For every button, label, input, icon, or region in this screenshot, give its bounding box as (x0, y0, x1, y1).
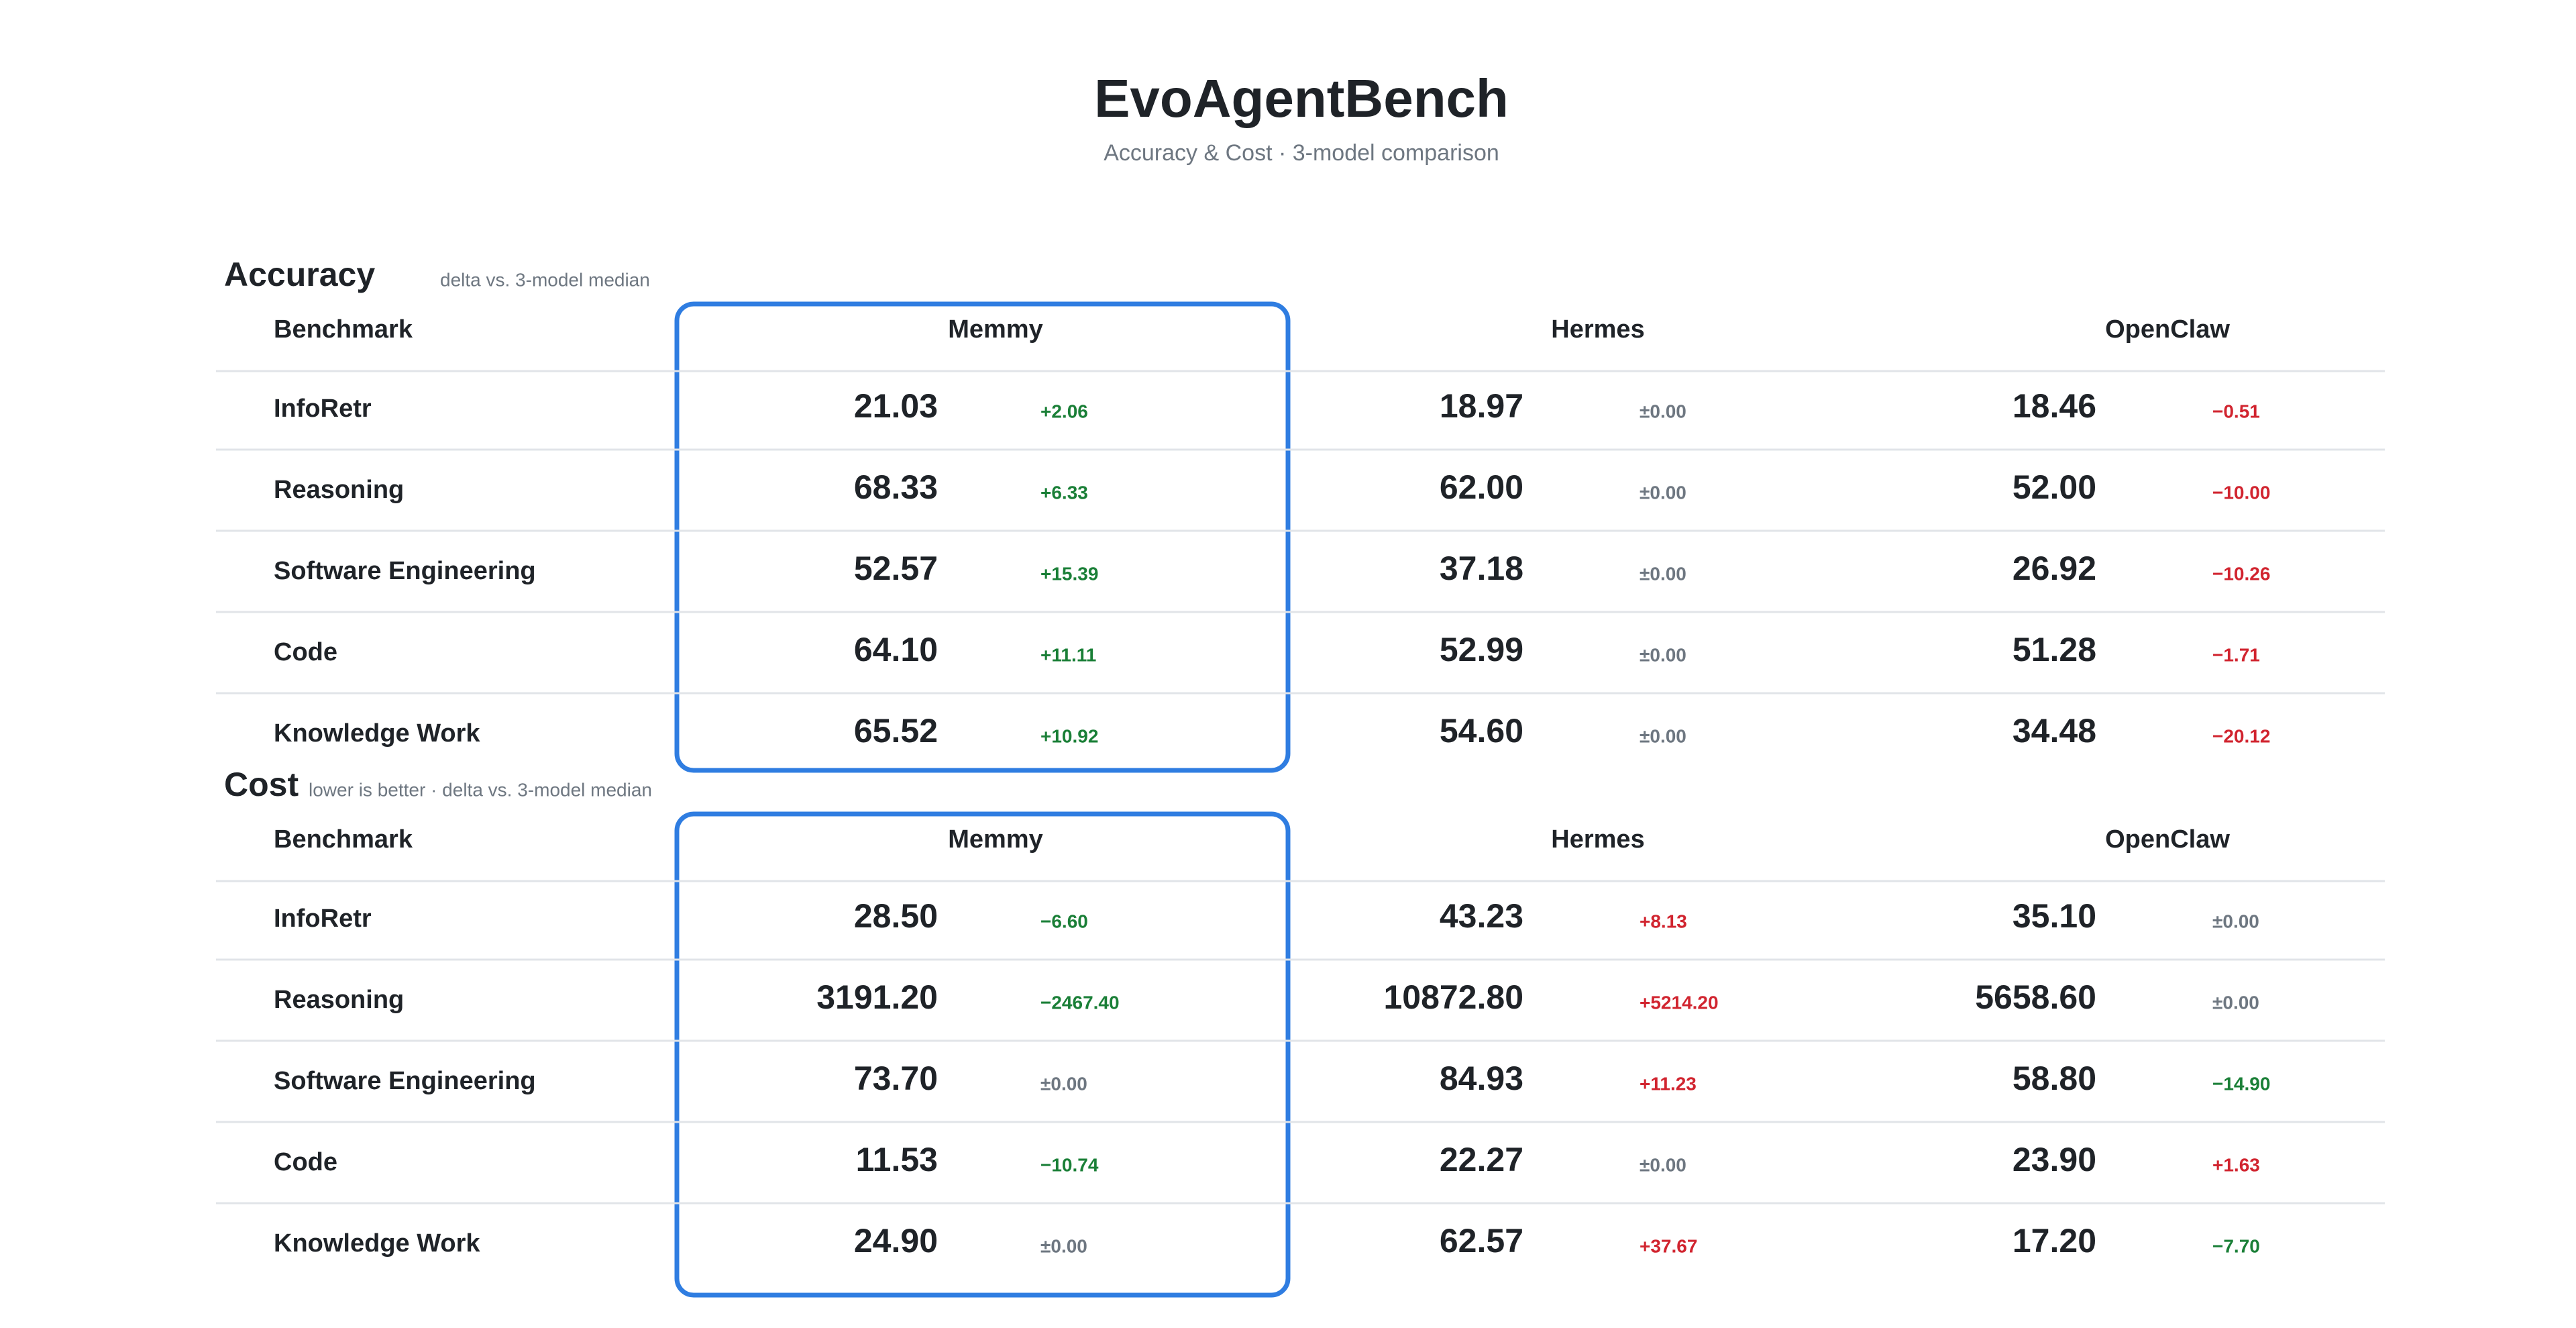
row-label: Reasoning (274, 476, 404, 504)
cell-value: 52.99 (1440, 631, 1523, 668)
cell-delta: +37.67 (1640, 1235, 1697, 1256)
column-header: Benchmark (274, 825, 413, 854)
section-note: delta vs. 3-model median (440, 269, 650, 290)
cell-value: 43.23 (1440, 897, 1523, 935)
cell-delta: −20.12 (2212, 725, 2270, 746)
cell-value: 37.18 (1440, 550, 1523, 587)
row-label: Knowledge Work (274, 719, 480, 748)
column-header: Hermes (1551, 315, 1644, 344)
cell-value: 17.20 (2012, 1222, 2096, 1260)
cell-value: 62.00 (1440, 468, 1523, 506)
cell-value: 64.10 (854, 631, 938, 668)
cell-delta: −10.00 (2212, 482, 2270, 503)
cell-delta: ±0.00 (2212, 992, 2259, 1013)
cell-delta: +15.39 (1040, 563, 1098, 584)
cell-delta: −14.90 (2212, 1073, 2270, 1094)
cell-delta: ±0.00 (1040, 1073, 1087, 1094)
cell-delta: +10.92 (1040, 725, 1098, 746)
cell-value: 5658.60 (1975, 978, 2096, 1016)
cell-value: 11.53 (856, 1141, 938, 1178)
row-label: Software Engineering (274, 1067, 536, 1095)
cell-value: 52.57 (854, 550, 938, 587)
section-note: lower is better · delta vs. 3-model medi… (309, 779, 652, 800)
cell-delta: −2467.40 (1040, 992, 1120, 1013)
row-label: Code (274, 1148, 337, 1176)
cell-delta: +1.63 (2212, 1154, 2260, 1175)
cell-delta: −0.51 (2212, 401, 2260, 421)
cell-delta: +6.33 (1040, 482, 1088, 503)
cell-value: 52.00 (2012, 468, 2096, 506)
column-header: Benchmark (274, 315, 413, 344)
column-header: Hermes (1551, 825, 1644, 854)
row-label: InfoRetr (274, 395, 372, 423)
cell-delta: +11.23 (1640, 1073, 1697, 1094)
highlight-box (674, 301, 1291, 773)
column-header: OpenClaw (2105, 825, 2230, 854)
cell-value: 35.10 (2012, 897, 2096, 935)
cell-value: 10872.80 (1383, 978, 1523, 1016)
page-title: EvoAgentBench (1094, 68, 1509, 128)
cell-delta: ±0.00 (2212, 911, 2259, 931)
column-header: OpenClaw (2105, 315, 2230, 344)
cell-delta: +2.06 (1040, 401, 1088, 421)
highlight-box (674, 811, 1291, 1298)
cell-value: 62.57 (1440, 1222, 1523, 1260)
section-title: Cost (224, 766, 299, 803)
cell-value: 73.70 (854, 1060, 938, 1097)
cell-value: 84.93 (1440, 1060, 1523, 1097)
cell-value: 18.46 (2012, 387, 2096, 425)
row-label: Software Engineering (274, 557, 536, 585)
cell-delta: ±0.00 (1640, 563, 1686, 584)
column-header: Memmy (948, 825, 1043, 854)
cell-value: 51.28 (2012, 631, 2096, 668)
row-label: Code (274, 638, 337, 666)
column-header: Memmy (948, 315, 1043, 344)
cell-value: 23.90 (2012, 1141, 2096, 1178)
cell-value: 3191.20 (816, 978, 938, 1016)
cell-delta: +8.13 (1640, 911, 1687, 931)
cell-delta: −1.71 (2212, 644, 2260, 665)
cell-value: 68.33 (854, 468, 938, 506)
row-label: Reasoning (274, 986, 404, 1014)
cell-value: 65.52 (854, 712, 938, 750)
cell-value: 54.60 (1440, 712, 1523, 750)
cell-value: 24.90 (854, 1222, 938, 1260)
cell-delta: ±0.00 (1640, 725, 1686, 746)
cell-delta: ±0.00 (1640, 1154, 1686, 1175)
cell-delta: −6.60 (1040, 911, 1088, 931)
row-label: Knowledge Work (274, 1229, 480, 1258)
cell-value: 28.50 (854, 897, 938, 935)
cell-delta: ±0.00 (1640, 401, 1686, 421)
cell-value: 58.80 (2012, 1060, 2096, 1097)
cell-delta: ±0.00 (1640, 482, 1686, 503)
cell-value: 18.97 (1440, 387, 1523, 425)
cell-delta: −10.74 (1040, 1154, 1099, 1175)
cell-delta: ±0.00 (1040, 1235, 1087, 1256)
page-subtitle: Accuracy & Cost · 3-model comparison (1104, 140, 1499, 166)
cell-delta: +5214.20 (1640, 992, 1719, 1013)
cell-delta: ±0.00 (1640, 644, 1686, 665)
row-label: InfoRetr (274, 905, 372, 933)
cell-delta: −10.26 (2212, 563, 2270, 584)
cell-delta: +11.11 (1040, 644, 1096, 665)
cell-value: 26.92 (2012, 550, 2096, 587)
cell-value: 22.27 (1440, 1141, 1523, 1178)
cell-value: 34.48 (2012, 712, 2096, 750)
section-title: Accuracy (224, 256, 375, 293)
cell-value: 21.03 (854, 387, 938, 425)
cell-delta: −7.70 (2212, 1235, 2260, 1256)
